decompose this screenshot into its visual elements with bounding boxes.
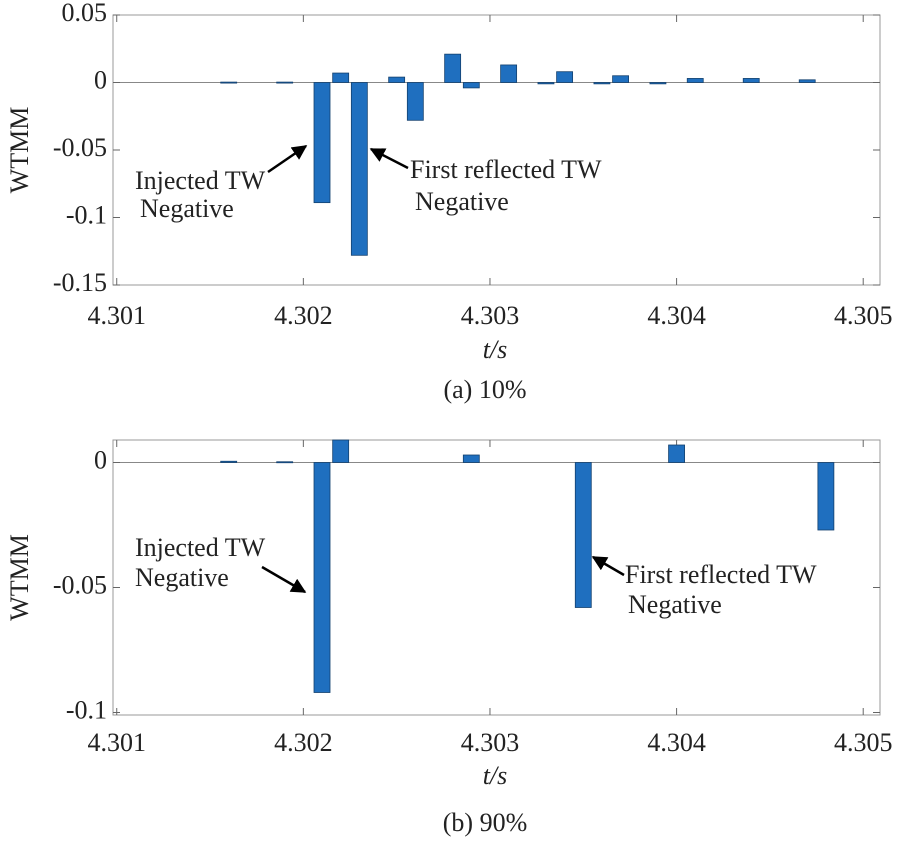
annotation-arrow [369,147,409,170]
y-tick-label: 0 [94,445,107,474]
bar [220,460,238,463]
x-axis-label: t/s [483,761,508,790]
x-tick-label: 4.303 [461,728,520,757]
annotation: Negative [135,563,229,592]
bar [462,454,480,463]
bar [332,72,350,83]
y-axis-label: WTMM [5,534,34,621]
annotation: Injected TW [135,166,266,195]
annotation: Negative [415,187,509,216]
bar [220,81,238,84]
y-tick-label: -0.15 [53,268,107,297]
bar [500,64,518,83]
bar [817,462,835,531]
plot-area [112,14,881,286]
x-tick-label: 4.301 [87,301,146,330]
bar [798,79,816,83]
bar [686,78,704,83]
annotation: First reflected TW [410,155,602,184]
x-tick-label: 4.305 [834,301,893,330]
annotation-arrow [591,555,625,577]
y-tick-label: -0.1 [66,695,107,724]
bar [556,71,574,83]
bar [537,82,555,85]
annotation: First reflected TW [625,560,817,589]
x-tick-label: 4.302 [274,301,333,330]
bar [332,439,350,463]
x-tick-label: 4.304 [647,728,706,757]
x-tick-label: 4.303 [461,301,520,330]
bar [444,53,462,83]
bar [612,75,630,83]
caption: (b) 90% [443,808,527,837]
bar [313,82,331,204]
y-axis-label: WTMM [5,107,34,194]
caption: (a) 10% [443,375,526,404]
x-tick-label: 4.305 [834,728,893,757]
bar [593,82,611,85]
plot-area [112,439,881,716]
bar [313,462,331,693]
bar [276,81,294,84]
x-tick-label: 4.301 [87,728,146,757]
bar [462,82,480,89]
bar [742,78,760,83]
annotation: Negative [628,590,722,619]
bar [388,76,406,83]
bar [668,444,685,463]
bar [276,461,294,464]
y-tick-label: -0.05 [53,133,107,162]
annotation-arrow [267,144,308,174]
y-tick-label: 0.05 [62,0,108,27]
annotation-arrow [261,565,307,594]
x-axis-label: t/s [483,335,508,364]
y-tick-label: -0.1 [66,200,107,229]
x-tick-label: 4.302 [274,728,333,757]
y-tick-label: 0 [94,65,107,94]
x-tick-label: 4.304 [647,301,706,330]
bar [350,82,368,256]
bar [649,82,667,85]
bar [406,82,424,121]
bar [574,462,592,608]
annotation: Negative [140,194,234,223]
y-tick-label: -0.05 [53,570,107,599]
annotation: Injected TW [135,533,266,562]
